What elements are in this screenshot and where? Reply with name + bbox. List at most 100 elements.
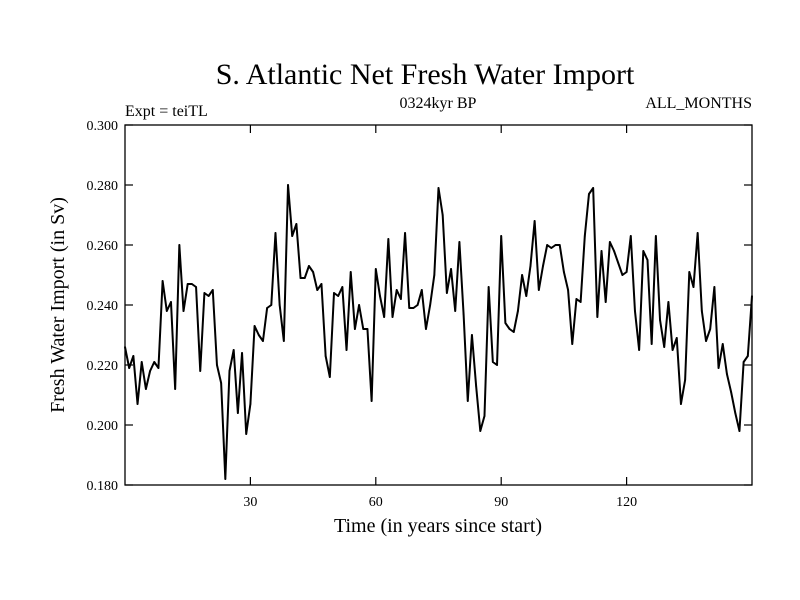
- data-point: [433, 274, 436, 276]
- data-point: [316, 289, 319, 291]
- data-point: [303, 277, 306, 279]
- data-point: [358, 304, 360, 306]
- x-axis: 30 60 90 120: [243, 125, 637, 510]
- data-point: [751, 295, 753, 297]
- data-point: [613, 250, 615, 252]
- data-point: [654, 235, 657, 237]
- x-tick-label: 60: [369, 495, 383, 510]
- data-point: [521, 274, 523, 276]
- data-point: [504, 322, 507, 324]
- data-point: [199, 370, 202, 372]
- data-point: [454, 310, 457, 312]
- data-point: [621, 274, 624, 276]
- data-point: [567, 289, 569, 291]
- data-point: [738, 430, 741, 432]
- data-point: [379, 295, 381, 297]
- data-point: [408, 307, 411, 309]
- data-point: [278, 304, 281, 306]
- data-point: [450, 268, 452, 270]
- data-point: [734, 412, 737, 414]
- data-point: [241, 352, 243, 354]
- data-point: [575, 298, 578, 300]
- data-point: [663, 346, 666, 348]
- data-point: [320, 283, 323, 285]
- y-tick-label: 0.300: [87, 119, 119, 134]
- data-point: [128, 367, 131, 369]
- data-point: [629, 235, 632, 237]
- data-point: [563, 271, 565, 273]
- data-point: [249, 403, 252, 405]
- data-point: [195, 286, 197, 288]
- data-point: [224, 478, 227, 480]
- data-point: [692, 286, 695, 288]
- data-point: [638, 349, 641, 351]
- data-point: [236, 412, 239, 414]
- data-point: [475, 385, 478, 387]
- data-point: [688, 271, 691, 273]
- subtitle-center: 0324kyr BP: [400, 95, 477, 112]
- data-point: [412, 307, 415, 309]
- data-point: [362, 328, 365, 330]
- data-point: [354, 328, 356, 330]
- data-point: [220, 382, 223, 384]
- data-point: [696, 232, 699, 234]
- data-point: [140, 361, 143, 363]
- data-point: [441, 214, 444, 216]
- data-point: [533, 220, 536, 222]
- data-point: [383, 316, 386, 318]
- data-point: [583, 235, 586, 237]
- data-point: [680, 403, 682, 405]
- data-point: [287, 184, 289, 186]
- x-tick-label: 30: [243, 495, 257, 510]
- data-point: [136, 403, 139, 405]
- data-point: [420, 289, 423, 291]
- data-point: [374, 268, 377, 270]
- data-point: [178, 244, 181, 246]
- data-point: [399, 298, 402, 300]
- data-point: [529, 265, 532, 267]
- data-point: [299, 277, 302, 279]
- data-point: [207, 295, 210, 297]
- data-point: [395, 289, 398, 291]
- data-point: [232, 349, 235, 351]
- data-point: [659, 319, 661, 321]
- data-point: [328, 376, 331, 378]
- subtitle-right: ALL_MONTHS: [645, 95, 752, 112]
- data-point: [642, 250, 645, 252]
- data-point: [245, 433, 248, 435]
- data-point: [366, 328, 369, 330]
- data-point: [253, 325, 256, 327]
- data-point: [496, 364, 498, 366]
- data-point: [517, 310, 519, 312]
- chart-title: S. Atlantic Net Fresh Water Import: [216, 58, 635, 91]
- data-point: [387, 238, 390, 240]
- data-point: [458, 241, 461, 243]
- data-point: [211, 289, 214, 291]
- y-tick-label: 0.240: [87, 299, 119, 314]
- data-point: [554, 244, 557, 246]
- data-point: [650, 343, 653, 345]
- data-point: [700, 310, 703, 312]
- data-point: [713, 286, 716, 288]
- y-tick-label: 0.260: [87, 239, 119, 254]
- data-point: [153, 361, 156, 363]
- data-point: [550, 247, 553, 249]
- data-point: [349, 271, 352, 273]
- data-point: [746, 355, 749, 357]
- data-point: [471, 334, 473, 336]
- data-point: [333, 292, 335, 294]
- data-point: [257, 334, 260, 336]
- data-point: [174, 388, 177, 390]
- data-point: [742, 361, 745, 363]
- data-point: [425, 328, 427, 330]
- data-point: [491, 361, 494, 363]
- data-point: [312, 271, 314, 273]
- data-point: [512, 331, 515, 333]
- data-point: [266, 307, 269, 309]
- data-point: [608, 241, 611, 243]
- data-point: [721, 343, 724, 345]
- data-point: [291, 235, 294, 237]
- data-point: [416, 304, 419, 306]
- y-tick-label: 0.280: [87, 179, 119, 194]
- data-point: [625, 271, 628, 273]
